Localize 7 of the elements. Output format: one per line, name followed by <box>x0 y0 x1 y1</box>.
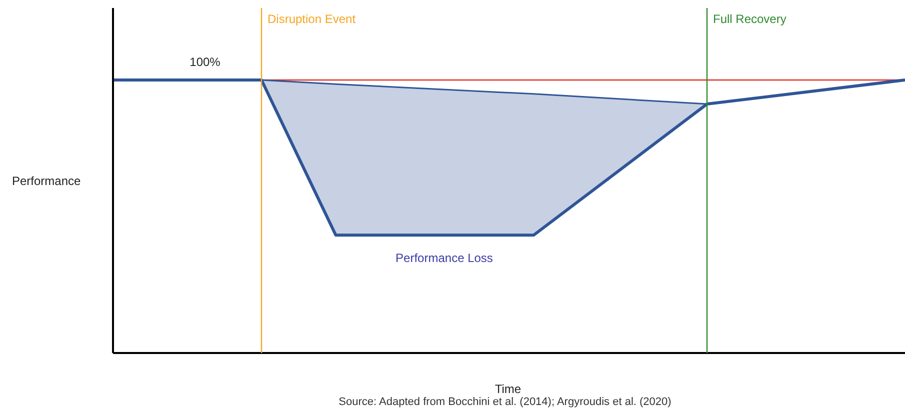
y-axis-title: Performance <box>12 174 82 188</box>
x-axis-title: Time <box>494 382 522 396</box>
source-note: Source: Adapted from Bocchini et al. (2014); Argyroudis et al. (2020) <box>338 396 672 408</box>
text: Performance Loss <box>396 251 493 266</box>
text: Full Recovery <box>713 12 786 26</box>
ref-line-label: 100% <box>190 55 221 69</box>
text: Disruption Event <box>268 12 356 26</box>
